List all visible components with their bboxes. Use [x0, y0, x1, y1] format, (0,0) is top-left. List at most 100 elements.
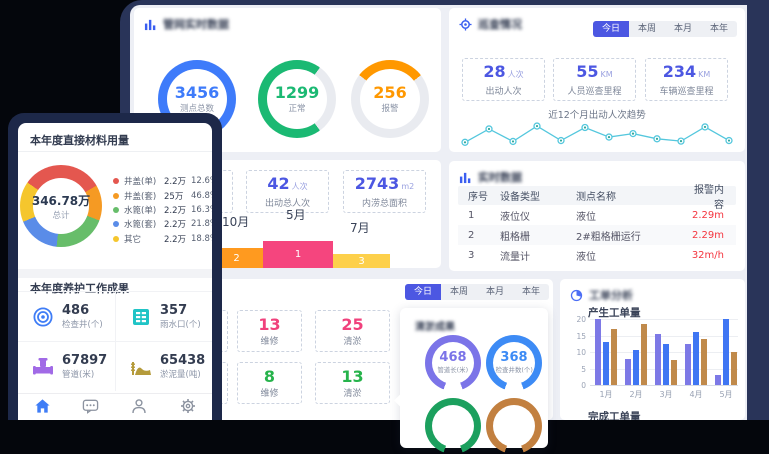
inspection-tabs: 今日 本周 本月 本年 — [592, 21, 737, 37]
stat-unit: KM — [600, 69, 613, 79]
ring-label: 正常 — [288, 103, 306, 114]
stat-dredge-b: 13 清淤 — [315, 362, 390, 404]
x-tick: 2月 — [629, 390, 643, 399]
sludge-icon — [130, 356, 152, 378]
podium-month: 7月 — [350, 221, 370, 235]
stat-label: 内涝总面积 — [361, 198, 407, 209]
panel-realtime-data: 实时数据 序号 设备类型 测点名称 报警内容 1 液位仪 液位 2.29m 2 … — [449, 161, 745, 271]
y-tick: 15 — [576, 331, 586, 341]
tab-month[interactable]: 本月 — [485, 287, 504, 297]
stat-label: 出动人次 — [485, 86, 522, 97]
tab-year[interactable]: 本年 — [709, 24, 728, 34]
pie-chart-icon — [570, 289, 583, 302]
section-divider — [18, 269, 212, 278]
stat-unit: m2 — [401, 181, 415, 191]
stat-value: 234 — [662, 61, 697, 81]
y-tick: 0 — [581, 381, 586, 390]
col-header: 报警内容 — [694, 184, 724, 211]
maintenance-grid: 486 检查井(个) 357 雨水口(个) 67897 管道(米) — [18, 291, 212, 391]
y-tick: 10 — [576, 348, 586, 357]
materials-legend: 井盖(单)2.2万12.6%井盖(套)25万46.8%水篦(单)2.2万16.3… — [113, 174, 212, 246]
table-row: 2 粗格栅 2#粗格栅运行 2.29m — [458, 225, 736, 245]
podium-bar-rank3: 3 — [333, 254, 390, 268]
gauge-well-count: 368 检查井数(个) — [486, 335, 542, 391]
col-header: 序号 — [468, 192, 488, 203]
user-icon — [131, 398, 147, 414]
tab-week[interactable]: 本周 — [449, 287, 468, 297]
stat-label: 出动总人次 — [264, 198, 310, 209]
settings-gear-icon — [180, 398, 196, 414]
home-icon — [34, 398, 51, 414]
podium-month: 10月 — [222, 215, 250, 229]
dredge-results-callout: 清淤成果 468 管道长(米) 368 检查井数(个) — [394, 308, 548, 454]
stat-dredge-a: 25 清淤 — [315, 310, 390, 352]
stat-value: 2743 — [354, 173, 400, 193]
grate-icon — [130, 306, 152, 328]
stat-total-dispatch: 42 人次 出动总人次 — [246, 170, 329, 213]
tab-month[interactable]: 本月 — [673, 24, 692, 34]
callout-title: 清淤成果 — [415, 322, 455, 333]
tab-today[interactable]: 今日 — [592, 21, 629, 37]
bar-group — [594, 319, 618, 385]
phone-screen: 本年度直接材料用量 346.78万 总计 井盖(单)2.2万12.6%井盖(套)… — [18, 123, 212, 420]
gear-icon — [459, 17, 472, 31]
tab-today[interactable]: 今日 — [404, 284, 441, 300]
bar-group — [654, 333, 678, 385]
donut-total: 346.78万 — [31, 193, 91, 208]
panel-title: 管网实时数据 — [163, 18, 229, 31]
stat-unit: 人次 — [507, 69, 524, 79]
table-row: 3 流量计 液位 32m/h — [468, 249, 724, 263]
nav-profile[interactable] — [115, 394, 164, 420]
ring-value: 1299 — [274, 82, 320, 102]
materials-title: 本年度直接材料用量 — [30, 134, 129, 147]
x-tick: 5月 — [719, 390, 733, 399]
callout-notch — [394, 394, 407, 407]
stat-inspection-wells: 486 检查井(个) — [18, 291, 115, 341]
nav-messages[interactable] — [67, 394, 116, 420]
panel-title: 巡查情况 — [478, 18, 522, 31]
podium-bar-rank2: 2 — [210, 248, 263, 268]
table-header-row: 序号 设备类型 测点名称 报警内容 — [458, 185, 736, 211]
gauge-partial-orange — [486, 398, 542, 454]
gauge-partial-green — [425, 398, 481, 454]
ring-total-points: 3456 测点总数 — [158, 60, 236, 138]
trend-line-chart — [461, 122, 733, 146]
ring-value: 256 — [373, 82, 407, 102]
stat-value: 28 — [483, 61, 506, 81]
stat-value: 42 — [267, 173, 290, 193]
materials-donut-chart: 346.78万 总计 — [20, 165, 102, 247]
chart-subtitle: 完成工单量 — [588, 411, 641, 420]
stat-sludge-tons: 65438 淤泥量(吨) — [115, 341, 212, 391]
panel-title: 工单分析 — [589, 289, 633, 302]
x-tick: 3月 — [659, 390, 673, 399]
stat-pipeline-meters: 67897 管道(米) — [18, 341, 115, 391]
tab-week[interactable]: 本周 — [637, 24, 656, 34]
phone-card: 本年度直接材料用量 346.78万 总计 井盖(单)2.2万12.6%井盖(套)… — [8, 113, 222, 420]
stat-unit: 人次 — [291, 181, 308, 191]
donut-total-label: 总计 — [52, 210, 70, 221]
y-tick: 20 — [576, 315, 586, 324]
x-tick: 1月 — [599, 390, 613, 399]
bar-chart-icon — [459, 171, 472, 184]
stat-repair-b: 8 维修 — [237, 362, 302, 404]
tab-year[interactable]: 本年 — [521, 287, 540, 297]
col-header: 测点名称 — [576, 192, 616, 203]
table-row: 1 液位仪 液位 2.29m — [468, 209, 724, 223]
bar-group — [714, 319, 738, 385]
ring-label: 报警 — [381, 103, 399, 114]
nav-home[interactable] — [18, 394, 67, 420]
panel-workorder-analysis: 工单分析 产生工单量 0 5 10 15 20 1月 2月 3月 4月 5月 完成工单量 — [560, 279, 745, 420]
stat-unit: KM — [698, 69, 711, 79]
divider — [18, 151, 212, 152]
chart-subtitle: 产生工单量 — [588, 307, 641, 319]
nav-settings[interactable] — [164, 394, 213, 420]
bar-group — [624, 323, 648, 385]
ring-value: 3456 — [174, 82, 220, 102]
alarm-table: 序号 设备类型 测点名称 报警内容 1 液位仪 液位 2.29m 2 粗格栅 2… — [458, 185, 736, 265]
stat-label: 人员巡查里程 — [567, 86, 622, 97]
